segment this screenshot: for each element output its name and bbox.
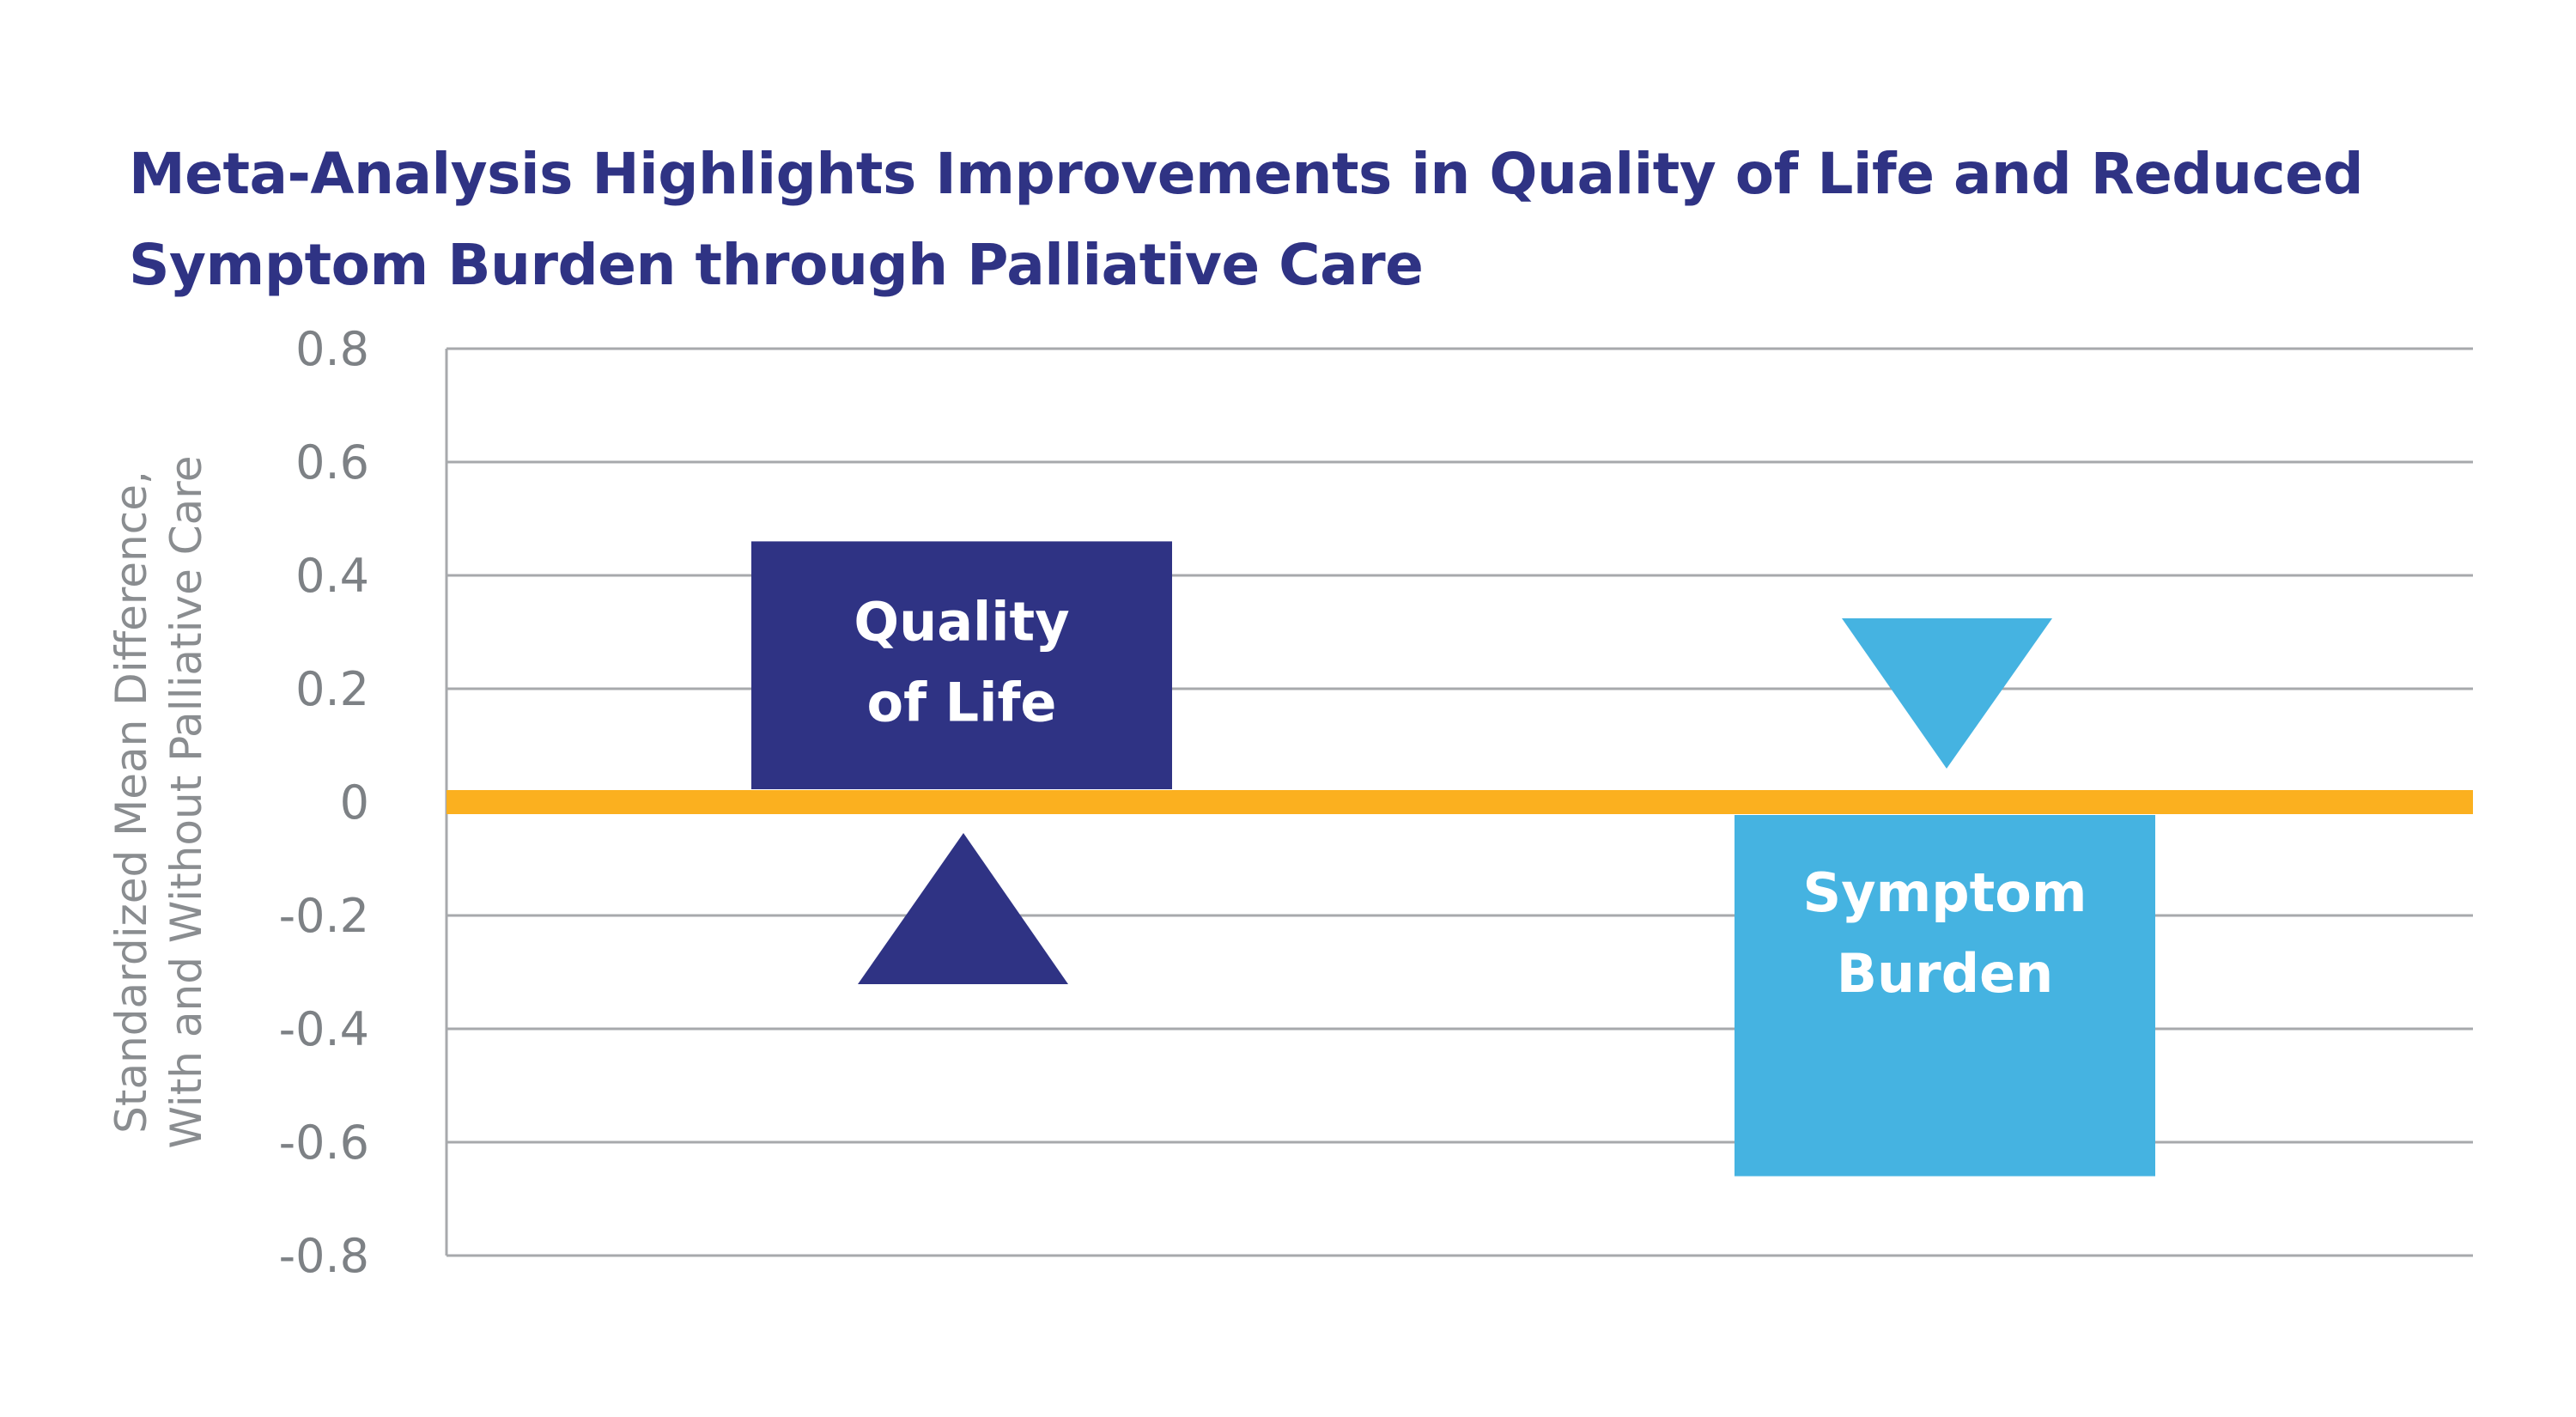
- zero-line: [447, 790, 2473, 814]
- y-tick-label: 0.4: [295, 549, 369, 603]
- bar-label: Quality: [854, 590, 1069, 653]
- y-axis-label: With and Without Palliative Care: [161, 455, 211, 1148]
- y-tick-label: -0.8: [279, 1229, 369, 1283]
- up-arrow-icon: [858, 833, 1068, 984]
- chart-title-line: Symptom Burden through Palliative Care: [129, 232, 1424, 298]
- y-tick-label: 0: [340, 775, 369, 830]
- y-axis-label: Standardized Mean Difference,: [106, 471, 156, 1134]
- y-tick-label: -0.2: [279, 889, 369, 943]
- down-arrow-icon: [1842, 618, 2052, 769]
- bar-label: of Life: [867, 671, 1057, 733]
- bar: [751, 541, 1172, 789]
- chart-title: Meta-Analysis Highlights Improvements in…: [129, 129, 2447, 311]
- y-tick-label: 0.8: [295, 322, 369, 376]
- bar-label: Symptom: [1803, 861, 2087, 924]
- bar-label: Burden: [1837, 942, 2054, 1005]
- y-tick-label: -0.6: [279, 1116, 369, 1170]
- y-tick-label: 0.6: [295, 435, 369, 490]
- bar: [1735, 815, 2155, 1177]
- y-tick-label: -0.4: [279, 1002, 369, 1056]
- y-tick-label: 0.2: [295, 662, 369, 716]
- chart-title-line: Meta-Analysis Highlights Improvements in…: [129, 141, 2364, 207]
